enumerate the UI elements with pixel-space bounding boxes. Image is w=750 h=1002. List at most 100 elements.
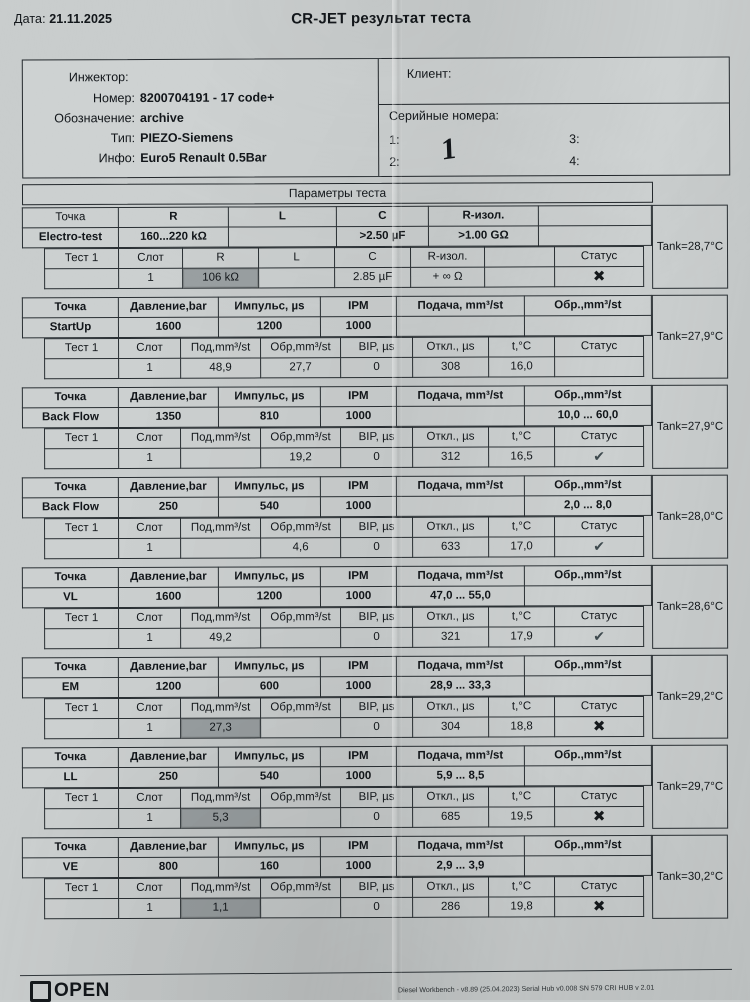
td-backflow-spec xyxy=(524,315,652,336)
tank-temperature: Tank=27,9°C xyxy=(651,294,729,379)
injector-type-value: PIEZO-Siemens xyxy=(140,130,234,146)
injector-info-value: Euro5 Renault 0.5Bar xyxy=(140,150,267,166)
tank-temperature: Tank=27,9°C xyxy=(651,384,729,469)
td-pressure: 250 xyxy=(118,497,219,518)
th-delivery: Под,mm³/st xyxy=(180,787,261,809)
td-point: Back Flow xyxy=(22,497,119,518)
table-row: Back Flow 1350 810 1000 10,0 ... 60,0 xyxy=(22,405,652,428)
th-ipm: IPM xyxy=(320,566,397,587)
test-blocks: Параметры теста Точка R L C R-изол. xyxy=(21,181,729,921)
injector-client-box: Инжектор: Номер: 8200704191 - 17 code+ Об… xyxy=(21,56,731,179)
th-backflow: Обр.,mm³/st xyxy=(524,475,652,496)
serial-1-label: 1: xyxy=(389,132,400,147)
th-slot: Слот xyxy=(118,248,183,269)
th-pressure: Давление,bar xyxy=(118,837,219,858)
td-ipm: 1000 xyxy=(320,766,397,787)
th-offset: Откл., µs xyxy=(412,517,489,538)
th-offset: Откл., µs xyxy=(412,877,489,898)
spec-table: Точка Давление,bar Импульс, µs IPM Подача, m… xyxy=(22,295,652,338)
table-row: Тест 1 Слот Под,mm³/st Обр,mm³/st BIP, µs Отк… xyxy=(44,606,644,629)
th-delivery: Подача, mm³/st xyxy=(396,565,525,587)
td-l-measured xyxy=(258,267,335,288)
td-pulse: 810 xyxy=(218,406,321,428)
td-offset: 286 xyxy=(412,897,489,918)
logo-text: OPEN xyxy=(54,980,110,1001)
td-c-spec: >2.50 µF xyxy=(336,226,429,247)
run-table: Тест 1 Слот Под,mm³/st Обр,mm³/st BIP, µs Отк… xyxy=(44,696,644,739)
table-row: 1 4,6 0 633 17,0 ✔ xyxy=(44,536,644,559)
td-temp: 18,8 xyxy=(488,716,555,738)
injector-number-label: Номер: xyxy=(92,91,135,106)
td-bip: 0 xyxy=(340,447,413,468)
td-delivery-spec xyxy=(396,405,525,427)
ok-icon: ✔ xyxy=(593,628,606,645)
table-row: EM 1200 600 1000 28,9 ... 33,3 xyxy=(22,675,652,698)
table-row: Точка Давление,bar Импульс, µs IPM Подача, m… xyxy=(22,745,652,768)
td-ipm: 1000 xyxy=(320,406,397,427)
td-delivery xyxy=(180,537,261,559)
td-delivery-spec: 5,9 ... 8,5 xyxy=(396,765,525,787)
status-badge: ✖ xyxy=(554,716,644,737)
th-backflow: Обр,mm³/st xyxy=(260,337,341,358)
td-delivery-spec xyxy=(396,495,525,517)
th-test: Тест 1 xyxy=(44,338,119,359)
th-offset: Откл., µs xyxy=(412,427,489,448)
table-row: Тест 1 Слот Под,mm³/st Обр,mm³/st BIP, µs Отк… xyxy=(44,696,644,719)
status-badge: ✔ xyxy=(554,446,644,467)
td-r-spec: 160...220 kΩ xyxy=(118,227,229,248)
fail-icon: ✖ xyxy=(592,807,606,825)
th-slot: Слот xyxy=(118,878,181,899)
td-temp: 16,0 xyxy=(488,356,555,378)
th-offset: Откл., µs xyxy=(412,607,489,628)
th-pulse: Импульс, µs xyxy=(218,566,321,588)
table-row: VE 800 160 1000 2,9 ... 3,9 xyxy=(22,855,652,878)
th-backflow: Обр.,mm³/st xyxy=(524,385,652,406)
td-pressure: 250 xyxy=(118,767,219,788)
th-backflow: Обр,mm³/st xyxy=(260,787,341,808)
th-slot: Слот xyxy=(118,698,181,719)
td-offset: 312 xyxy=(412,447,489,468)
th-backflow: Обр,mm³/st xyxy=(260,697,341,718)
th-delivery: Подача, mm³/st xyxy=(396,295,525,317)
table-row: Тест 1 Слот Под,mm³/st Обр,mm³/st BIP, µs Отк… xyxy=(44,876,644,899)
td-backflow-spec xyxy=(524,855,652,876)
td-test xyxy=(44,808,119,829)
brand-logo: OPEN xyxy=(30,980,110,1002)
ok-icon: ✔ xyxy=(593,538,606,555)
th-bip: BIP, µs xyxy=(340,877,413,898)
th-temp: t,°C xyxy=(488,516,555,538)
td-pulse: 540 xyxy=(218,496,321,518)
td-backflow xyxy=(260,627,341,648)
spec-table: Точка Давление,bar Импульс, µs IPM Подача, m… xyxy=(22,655,652,698)
th-pressure: Давление,bar xyxy=(118,387,219,408)
run-table: Тест 1 Слот Под,mm³/st Обр,mm³/st BIP, µs Отк… xyxy=(44,606,644,649)
table-row: StartUp 1600 1200 1000 xyxy=(22,315,652,338)
th-delivery: Под,mm³/st xyxy=(180,517,261,539)
run-table: Тест 1 Слот Под,mm³/st Обр,mm³/st BIP, µs Отк… xyxy=(44,426,644,469)
th-ipm: IPM xyxy=(320,836,397,857)
th-slot: Слот xyxy=(118,338,181,359)
table-row: Тест 1 Слот R L C R-изол. Статус xyxy=(44,246,644,269)
td-offset: 321 xyxy=(412,627,489,648)
th-ipm: IPM xyxy=(320,746,397,767)
td-test xyxy=(44,628,119,649)
table-row: Тест 1 Слот Под,mm³/st Обр,mm³/st BIP, µs Отк… xyxy=(44,786,644,809)
td-slot: 1 xyxy=(118,448,181,469)
table-row: Точка Давление,bar Импульс, µs IPM Подача, m… xyxy=(22,565,652,588)
th-slot: Слот xyxy=(118,518,181,539)
th-delivery: Подача, mm³/st xyxy=(396,835,525,857)
fail-icon: ✖ xyxy=(592,897,606,915)
td-bip: 0 xyxy=(340,807,413,828)
th-ipm: IPM xyxy=(320,386,397,407)
th-delivery: Подача, mm³/st xyxy=(396,655,525,677)
th-point: Точка xyxy=(22,207,119,228)
td-slot: 1 xyxy=(118,538,181,559)
block-ll-5: Точка Давление,bar Импульс, µs IPM Подача, m… xyxy=(22,744,729,830)
th-pressure: Давление,bar xyxy=(118,477,219,498)
th-test: Тест 1 xyxy=(44,248,119,269)
tank-temperature: Tank=29,7°C xyxy=(651,744,729,829)
th-bip: BIP, µs xyxy=(340,517,413,538)
th-delivery: Под,mm³/st xyxy=(180,607,261,629)
td-pulse: 1200 xyxy=(218,316,321,338)
th-ipm: IPM xyxy=(320,656,397,677)
